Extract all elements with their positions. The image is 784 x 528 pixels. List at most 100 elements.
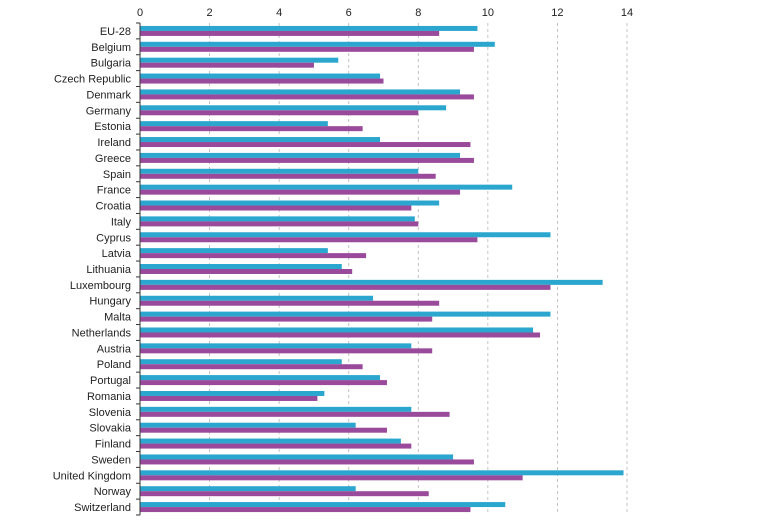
category-label: United Kingdom xyxy=(53,470,131,482)
bar-series-2 xyxy=(140,364,363,370)
category-label: Hungary xyxy=(89,296,131,308)
bar-series-1 xyxy=(140,343,412,349)
bar-series-2 xyxy=(140,284,551,290)
bar-series-1 xyxy=(140,327,534,333)
bar-series-1 xyxy=(140,216,415,222)
x-tick-label: 0 xyxy=(137,7,143,19)
category-label: Romania xyxy=(87,391,132,403)
bar-series-1 xyxy=(140,470,624,476)
category-label: Greece xyxy=(95,153,131,165)
bar-series-1 xyxy=(140,248,328,254)
x-tick-label: 8 xyxy=(415,7,421,19)
category-label: Austria xyxy=(97,343,132,355)
x-tick-label: 6 xyxy=(346,7,352,19)
category-label: Denmark xyxy=(86,89,131,101)
bar-series-2 xyxy=(140,237,478,243)
bar-series-2 xyxy=(140,380,387,386)
category-label: Poland xyxy=(97,359,131,371)
bar-series-2 xyxy=(140,126,363,132)
bar-series-2 xyxy=(140,142,471,148)
bar-series-2 xyxy=(140,253,367,259)
x-tick-label: 2 xyxy=(207,7,213,19)
bar-series-1 xyxy=(140,422,356,428)
bar-series-2 xyxy=(140,30,440,36)
category-label: Finland xyxy=(95,439,131,451)
category-label: Cyprus xyxy=(96,232,131,244)
bar-series-2 xyxy=(140,46,474,52)
category-label: Ireland xyxy=(97,137,131,149)
bar-series-1 xyxy=(140,486,356,492)
category-label: Germany xyxy=(86,105,132,117)
category-label: Spain xyxy=(103,169,131,181)
bar-series-2 xyxy=(140,411,450,417)
x-tick-label: 4 xyxy=(276,7,282,19)
category-label: Slovakia xyxy=(89,423,131,435)
bar-series-2 xyxy=(140,300,440,306)
bar-series-1 xyxy=(140,152,461,158)
x-tick-label: 10 xyxy=(482,7,494,19)
axes xyxy=(136,22,141,516)
bar-series-2 xyxy=(140,507,471,513)
x-tick-label: 12 xyxy=(551,7,563,19)
bar-series-2 xyxy=(140,62,314,68)
bar-series-1 xyxy=(140,311,551,317)
bar-series-1 xyxy=(140,295,374,301)
bar-series-1 xyxy=(140,41,495,47)
category-label: Czech Republic xyxy=(54,74,132,86)
bar-series-1 xyxy=(140,279,603,285)
category-label: Portugal xyxy=(90,375,131,387)
bar-series-2 xyxy=(140,475,523,481)
bar-series-1 xyxy=(140,232,551,238)
bar-series-1 xyxy=(140,121,328,127)
category-label: Lithuania xyxy=(86,264,132,276)
bar-series-2 xyxy=(140,205,412,211)
bar-series-1 xyxy=(140,137,381,143)
category-label: Norway xyxy=(94,486,132,498)
bar-series-2 xyxy=(140,316,433,322)
category-label: Bulgaria xyxy=(91,58,132,70)
bar-series-2 xyxy=(140,173,436,179)
bar-series-2 xyxy=(140,348,433,354)
bar-series-1 xyxy=(140,359,342,365)
category-label: Slovenia xyxy=(89,407,132,419)
bar-series-2 xyxy=(140,332,541,338)
x-tick-labels: 0 2 4 6 8 10 12 14 xyxy=(137,7,633,19)
bar-series-1 xyxy=(140,438,401,444)
bar-series-1 xyxy=(140,105,447,111)
category-label: Luxembourg xyxy=(70,280,131,292)
bars xyxy=(140,25,624,513)
bar-series-1 xyxy=(140,184,513,190)
bar-series-1 xyxy=(140,406,412,412)
category-label: Latvia xyxy=(102,248,132,260)
bar-series-1 xyxy=(140,375,381,381)
bar-series-2 xyxy=(140,395,318,401)
category-label: EU-28 xyxy=(100,26,131,38)
bar-series-2 xyxy=(140,427,387,433)
category-label: Malta xyxy=(104,312,132,324)
bar-series-2 xyxy=(140,78,384,84)
category-label: Croatia xyxy=(96,201,132,213)
bar-series-1 xyxy=(140,264,342,269)
bar-series-1 xyxy=(140,73,381,79)
category-label: Netherlands xyxy=(72,327,132,339)
bar-series-1 xyxy=(140,200,440,206)
category-label: Italy xyxy=(111,216,132,228)
bar-series-1 xyxy=(140,454,454,460)
bar-series-1 xyxy=(140,390,325,396)
bar-series-2 xyxy=(140,189,461,195)
bar-series-1 xyxy=(140,502,506,508)
x-tick-label: 14 xyxy=(621,7,633,19)
bar-series-2 xyxy=(140,157,474,163)
category-labels: EU-28 Belgium Bulgaria Czech Republic Denmar… xyxy=(53,26,132,514)
bar-series-2 xyxy=(140,110,419,116)
bar-series-2 xyxy=(140,94,474,100)
bar-series-1 xyxy=(140,25,478,31)
bar-series-2 xyxy=(140,443,412,449)
bar-series-2 xyxy=(140,459,474,465)
category-label: Belgium xyxy=(91,42,131,54)
bar-series-1 xyxy=(140,57,339,63)
category-label: Switzerland xyxy=(74,502,131,514)
category-label: France xyxy=(97,185,131,197)
